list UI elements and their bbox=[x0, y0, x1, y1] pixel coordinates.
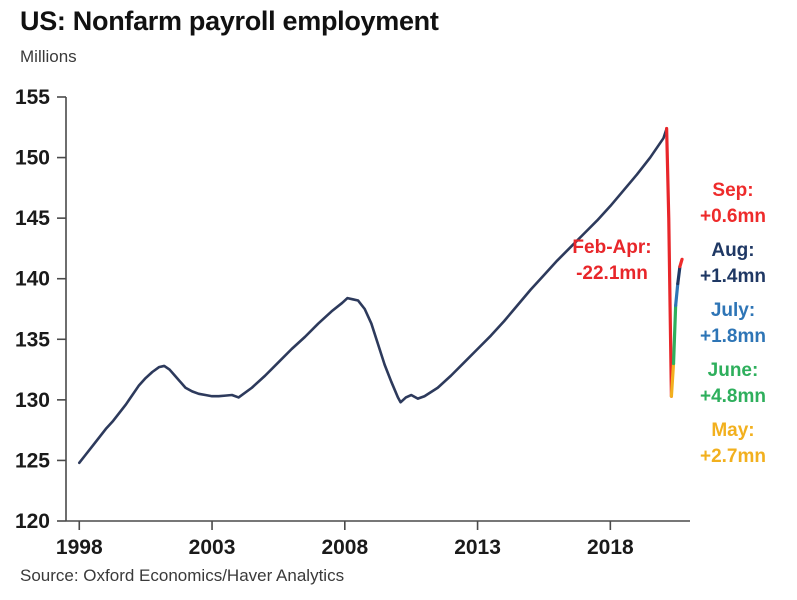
page-title: US: Nonfarm payroll employment bbox=[20, 6, 439, 36]
annotation-aug-label: Aug: bbox=[711, 240, 754, 261]
data-line bbox=[669, 361, 676, 398]
x-axis-tick-label: 2018 bbox=[587, 536, 634, 559]
annotation-june-label: June: bbox=[708, 360, 759, 381]
y-axis-tick-label: 155 bbox=[15, 86, 50, 109]
annotation-group: Feb-Apr: -22.1mn Sep: +0.6mn Aug: +1.4mn July:… bbox=[572, 180, 766, 467]
x-axis: 1998 2003 2008 2013 2018 bbox=[56, 520, 690, 559]
annotation-sep-value: +0.6mn bbox=[700, 206, 766, 227]
annotation-july-value: +1.8mn bbox=[700, 326, 766, 347]
data-line bbox=[674, 281, 680, 307]
annotation-feb-apr-label: Feb-Apr: bbox=[572, 237, 651, 258]
data-line bbox=[676, 265, 682, 286]
y-axis-tick-label: 150 bbox=[15, 147, 50, 170]
x-axis-tick-label: 2013 bbox=[454, 536, 501, 559]
data-line bbox=[665, 126, 674, 398]
y-axis-tick-label: 130 bbox=[15, 389, 50, 412]
x-axis-tick-label: 2008 bbox=[321, 536, 368, 559]
x-axis-tick-label: 2003 bbox=[189, 536, 236, 559]
annotation-july-label: July: bbox=[711, 300, 755, 321]
y-axis-tick-label: 145 bbox=[15, 207, 50, 230]
x-axis-tick-label: 1998 bbox=[56, 536, 103, 559]
y-axis-tick-label: 120 bbox=[15, 510, 50, 533]
source-note: Source: Oxford Economics/Haver Analytics bbox=[20, 566, 345, 585]
axis-unit-label: Millions bbox=[20, 47, 77, 66]
annotation-aug-value: +1.4mn bbox=[700, 266, 766, 287]
annotation-may-label: May: bbox=[711, 420, 754, 441]
data-series-group bbox=[77, 126, 684, 465]
y-axis-tick-label: 140 bbox=[15, 268, 50, 291]
y-axis: 120 125 130 135 140 145 150 155 bbox=[15, 86, 67, 533]
y-axis-tick-label: 135 bbox=[15, 328, 50, 351]
annotation-feb-apr-value: -22.1mn bbox=[576, 263, 648, 284]
y-axis-tick-label: 125 bbox=[15, 449, 50, 472]
annotation-sep-label: Sep: bbox=[712, 180, 753, 201]
data-line bbox=[77, 127, 668, 465]
annotation-may-value: +2.7mn bbox=[700, 446, 766, 467]
data-line bbox=[678, 257, 684, 269]
data-line bbox=[671, 303, 678, 366]
annotation-june-value: +4.8mn bbox=[700, 386, 766, 407]
